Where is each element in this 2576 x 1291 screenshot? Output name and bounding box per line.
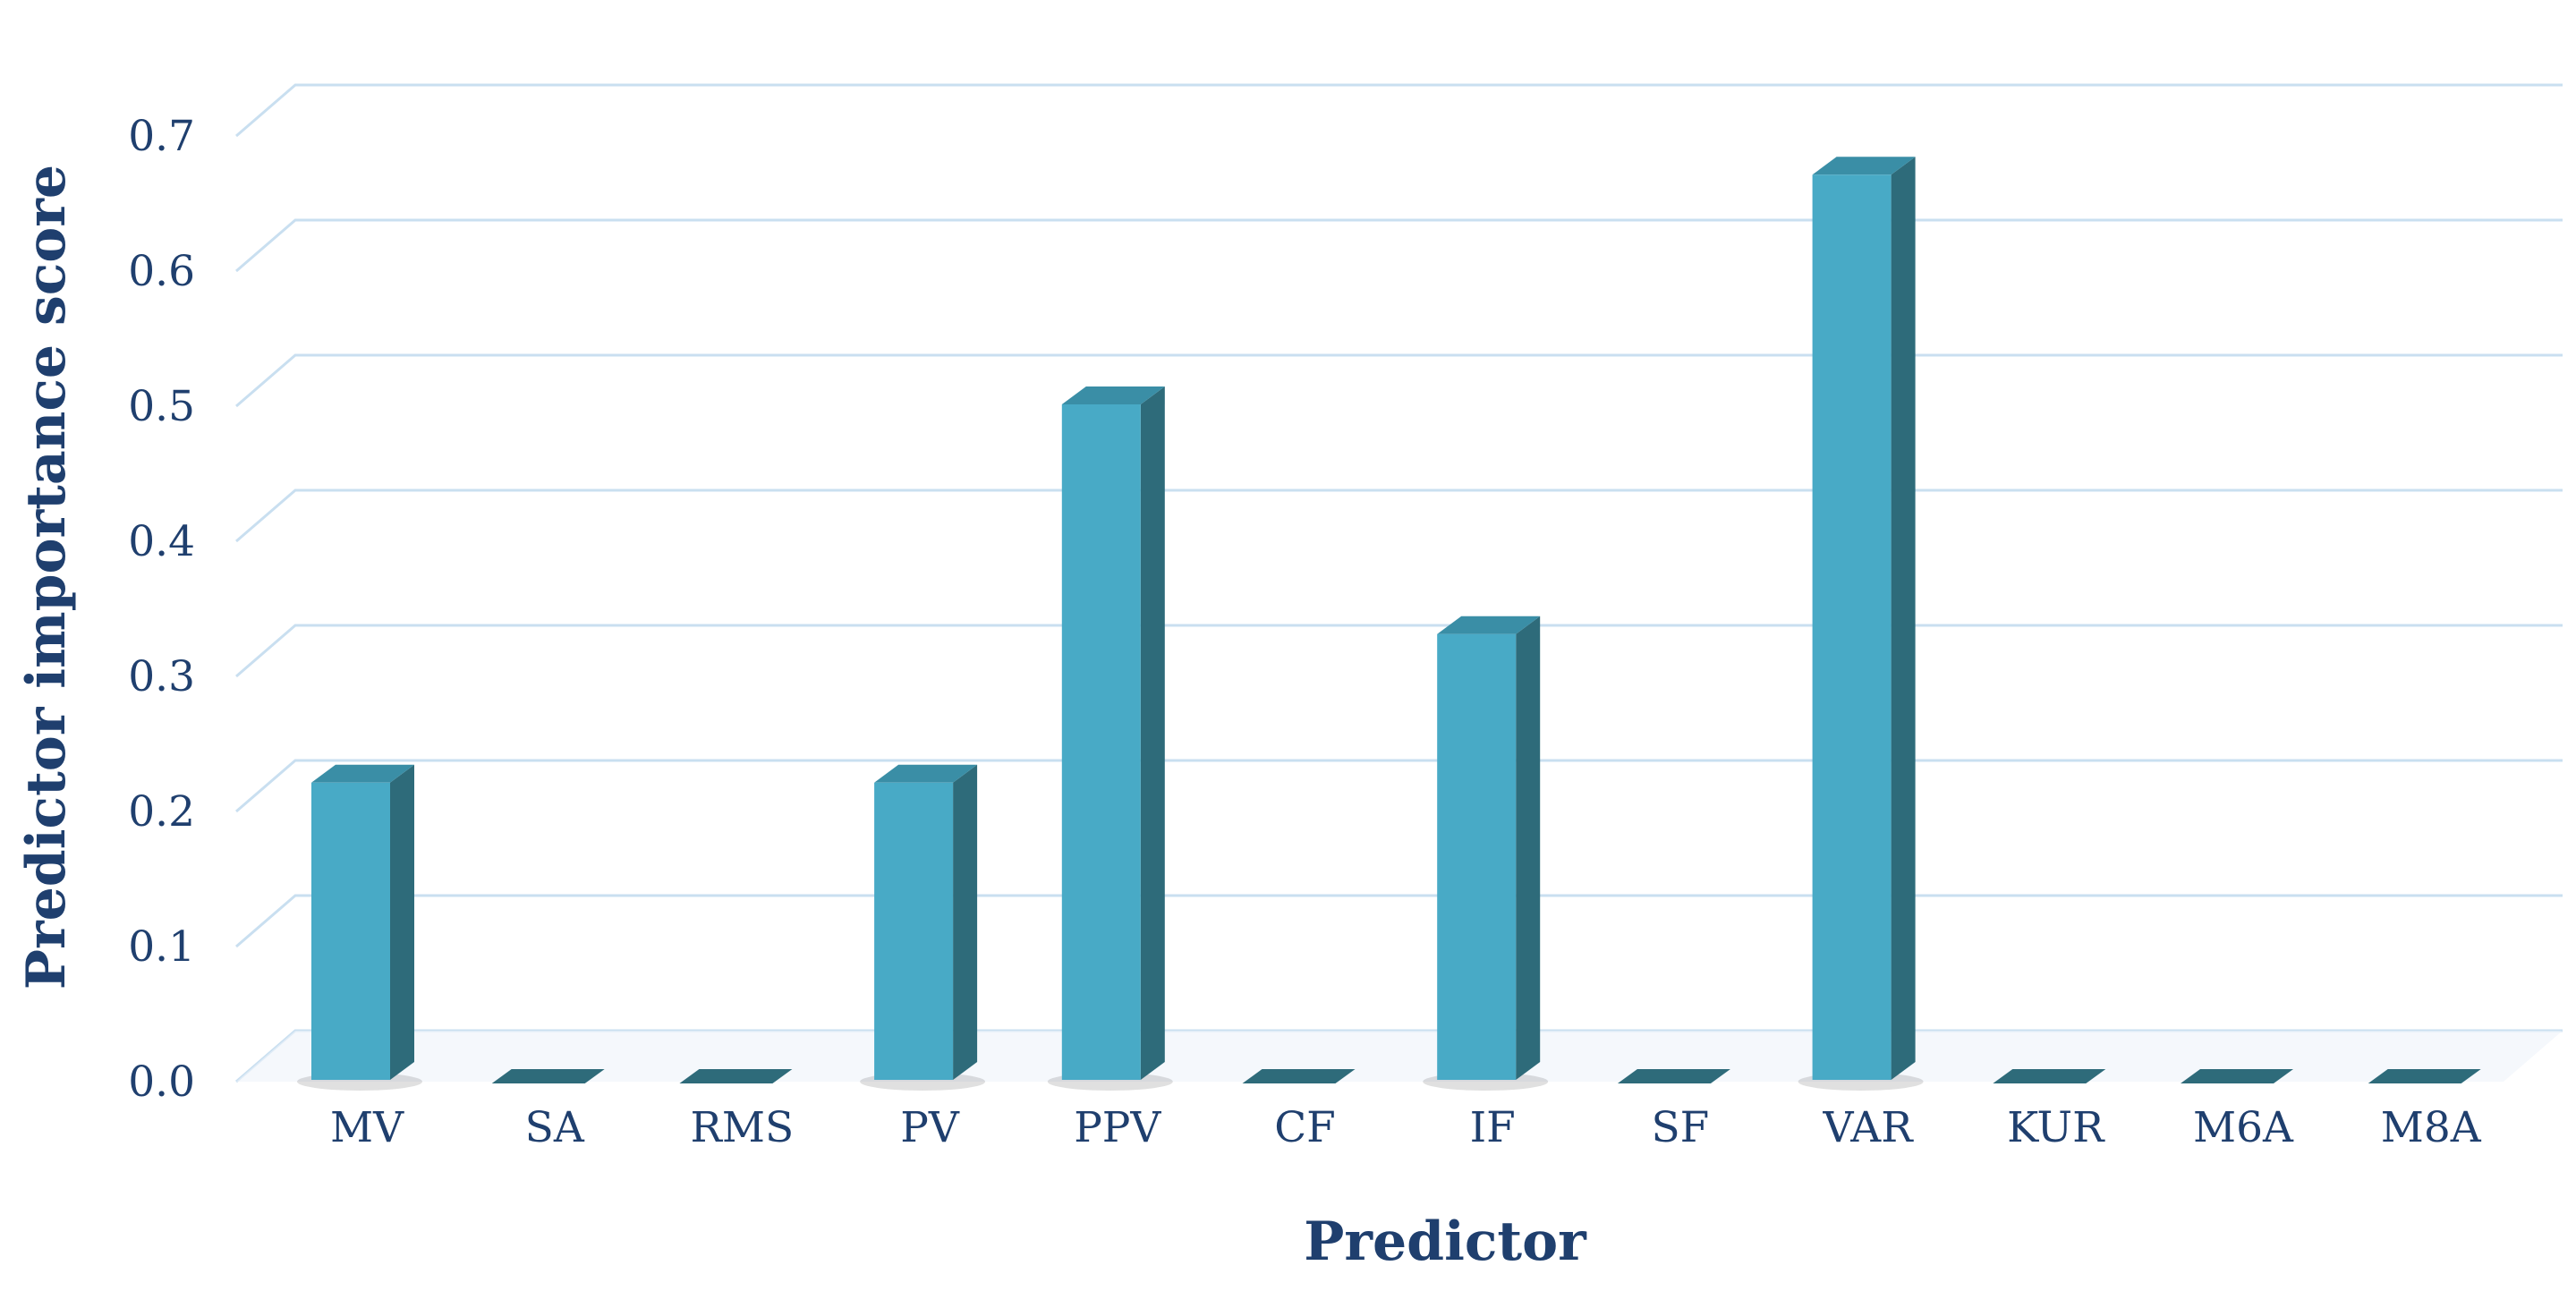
- bar-side: [1140, 386, 1165, 1080]
- grid-line: [235, 624, 2563, 678]
- grid-line: [235, 488, 2563, 543]
- grid-line: [235, 218, 2563, 273]
- x-tick-label: MV: [330, 1103, 404, 1152]
- bar-top: [2368, 1069, 2481, 1083]
- bar: [491, 1069, 605, 1083]
- x-tick-label: M8A: [2381, 1103, 2482, 1152]
- y-tick-label: 0.6: [128, 247, 195, 296]
- bar-side: [1516, 616, 1541, 1080]
- bar: [1047, 386, 1173, 1091]
- bar: [1798, 157, 1924, 1091]
- bar-front: [874, 782, 954, 1080]
- bar: [2368, 1069, 2481, 1083]
- grid-lines: [235, 83, 2563, 1083]
- floor-plane: [236, 1031, 2563, 1082]
- bar: [1993, 1069, 2106, 1083]
- bar: [297, 764, 422, 1091]
- bars: [297, 157, 2481, 1091]
- bar-top: [1061, 386, 1165, 404]
- bar-top: [311, 764, 414, 783]
- bar-top: [491, 1069, 605, 1083]
- x-tick-label: VAR: [1823, 1103, 1915, 1152]
- bar-front: [1437, 633, 1517, 1080]
- y-tick-label: 0.5: [128, 382, 195, 431]
- y-tick-label: 0.4: [128, 517, 195, 566]
- bar-top: [1993, 1069, 2106, 1083]
- bar: [2181, 1069, 2293, 1083]
- y-tick-label: 0.2: [128, 787, 195, 837]
- bar-top: [1617, 1069, 1730, 1083]
- bar: [1423, 616, 1549, 1091]
- x-tick-label: RMS: [691, 1103, 795, 1152]
- grid-line: [235, 759, 2563, 813]
- grid-line: [235, 83, 2563, 138]
- x-tick-label: CF: [1274, 1103, 1336, 1152]
- bar-side: [1891, 157, 1916, 1080]
- y-tick-label: 0.3: [128, 652, 195, 701]
- y-tick-label: 0.7: [128, 112, 195, 161]
- bar-front: [311, 782, 390, 1080]
- bar-top: [1437, 616, 1541, 634]
- bar-front: [1812, 174, 1892, 1081]
- bar: [860, 764, 986, 1091]
- x-tick-label: SF: [1651, 1103, 1709, 1152]
- x-axis-title: Predictor: [1304, 1210, 1587, 1273]
- bar: [679, 1069, 793, 1083]
- y-tick-labels: 0.0 0.1 0.2 0.3 0.4 0.5 0.6 0.7: [128, 112, 195, 1107]
- x-tick-label: IF: [1470, 1103, 1516, 1152]
- bar: [1242, 1069, 1356, 1083]
- x-tick-label: PPV: [1074, 1103, 1161, 1152]
- y-tick-label: 0.1: [128, 922, 195, 972]
- bar-side: [953, 764, 978, 1080]
- bar: [1617, 1069, 1730, 1083]
- bar-top: [874, 764, 978, 783]
- bar-top: [1812, 157, 1916, 175]
- bar-top: [679, 1069, 793, 1083]
- x-tick-label: PV: [900, 1103, 960, 1152]
- bar-front: [1061, 404, 1141, 1080]
- y-axis-title: Predictor importance score: [15, 165, 78, 989]
- x-tick-labels: MV SA RMS PV PPV CF IF SF VAR KUR M6A M8A: [330, 1103, 2482, 1152]
- bar-side: [390, 764, 414, 1080]
- grid-line: [235, 353, 2563, 408]
- grid-line: [235, 894, 2563, 948]
- x-tick-label: SA: [525, 1103, 585, 1152]
- bar-top: [1242, 1069, 1356, 1083]
- x-tick-label: M6A: [2193, 1103, 2294, 1152]
- x-tick-label: KUR: [2007, 1103, 2105, 1152]
- y-tick-label: 0.0: [128, 1057, 195, 1107]
- chart-floor: [236, 1031, 2563, 1082]
- bar-top: [2181, 1069, 2293, 1083]
